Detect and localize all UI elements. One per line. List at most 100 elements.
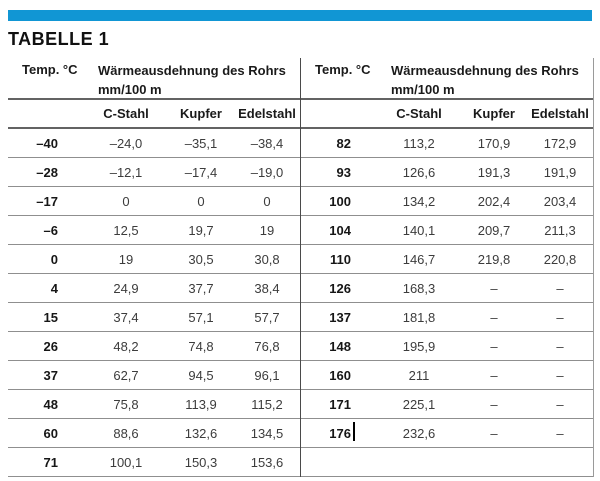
value-cell: 191,3 xyxy=(477,164,511,180)
value-cell: 232,6 xyxy=(402,425,436,441)
value-cell: 168,3 xyxy=(402,280,436,296)
value-cell: 181,8 xyxy=(402,309,436,325)
table-row: 4 24,9 37,7 38,4 xyxy=(8,274,300,303)
value-cell: 38,4 xyxy=(254,280,280,296)
value-cell: 12,5 xyxy=(113,222,139,238)
value-cell: 37,4 xyxy=(113,309,139,325)
value-cell: – xyxy=(556,396,564,412)
temp-cell: 176 xyxy=(329,425,351,441)
value-cell: – xyxy=(490,338,498,354)
value-cell: 134,5 xyxy=(250,425,284,441)
temp-cell: 15 xyxy=(43,309,58,325)
table-row: –40 –24,0 –35,1 –38,4 xyxy=(8,129,300,158)
value-cell: 140,1 xyxy=(402,222,436,238)
table-row: 137 181,8 – – xyxy=(301,303,593,332)
table-row xyxy=(301,448,593,477)
value-cell: 191,9 xyxy=(543,164,577,180)
table-row: 160 211 – – xyxy=(301,361,593,390)
header-row: Temp. °C Wärmeausdehnung des Rohrs mm/10… xyxy=(301,58,593,100)
value-cell: 76,8 xyxy=(254,338,280,354)
temp-cell: 60 xyxy=(43,425,58,441)
value-cell: 0 xyxy=(122,193,130,209)
table-row: 171 225,1 – – xyxy=(301,390,593,419)
value-cell: –19,0 xyxy=(250,164,284,180)
value-cell: – xyxy=(490,396,498,412)
value-cell: 150,3 xyxy=(184,454,218,470)
value-cell: – xyxy=(490,425,498,441)
temp-cell: –17 xyxy=(36,193,58,209)
text-caret[interactable] xyxy=(353,422,355,441)
value-cell: 19 xyxy=(118,251,134,267)
value-cell: 211 xyxy=(408,367,430,383)
table-row: 104 140,1 209,7 211,3 xyxy=(301,216,593,245)
value-cell: 203,4 xyxy=(543,193,577,209)
value-cell: 37,7 xyxy=(188,280,214,296)
temp-cell: 37 xyxy=(43,367,58,383)
table-row: 71 100,1 150,3 153,6 xyxy=(8,448,300,477)
value-cell: 115,2 xyxy=(251,396,283,412)
value-cell: 74,8 xyxy=(188,338,214,354)
material-header-row: C-Stahl Kupfer Edelstahl xyxy=(8,100,300,129)
value-cell: –12,1 xyxy=(109,164,143,180)
value-cell: – xyxy=(556,280,564,296)
value-cell: – xyxy=(490,367,498,383)
temp-column-header: Temp. °C xyxy=(22,62,78,77)
table-row: 60 88,6 132,6 134,5 xyxy=(8,419,300,448)
temp-cell: 160 xyxy=(329,367,351,383)
table-row: –6 12,5 19,7 19 xyxy=(8,216,300,245)
value-cell: 153,6 xyxy=(250,454,284,470)
value-cell: 100,1 xyxy=(109,454,143,470)
header-row: Temp. °C Wärmeausdehnung des Rohrs mm/10… xyxy=(8,58,300,100)
column-header-kupfer: Kupfer xyxy=(180,106,222,121)
temp-cell: –28 xyxy=(36,164,58,180)
temp-cell: 71 xyxy=(43,454,58,470)
value-cell: – xyxy=(556,309,564,325)
value-cell: 132,6 xyxy=(184,425,218,441)
value-cell: 113,2 xyxy=(403,135,435,151)
table-body-left: –40 –24,0 –35,1 –38,4 –28 –12,1 –17,4 –19,0 –17 0… xyxy=(8,129,300,477)
value-cell: 57,7 xyxy=(254,309,280,325)
value-cell: – xyxy=(490,309,498,325)
value-cell: –17,4 xyxy=(184,164,218,180)
value-cell: –35,1 xyxy=(184,135,218,151)
expansion-column-header: Wärmeausdehnung des Rohrs mm/100 m xyxy=(391,58,579,98)
column-header-edelstahl: Edelstahl xyxy=(531,106,589,121)
table-row: 15 37,4 57,1 57,7 xyxy=(8,303,300,332)
value-cell: 88,6 xyxy=(113,425,139,441)
temp-cell: 26 xyxy=(43,338,58,354)
table-row: 82 113,2 170,9 172,9 xyxy=(301,129,593,158)
accent-bar xyxy=(8,10,592,21)
table-row: 176 232,6 – – xyxy=(301,419,593,448)
table-left-half: Temp. °C Wärmeausdehnung des Rohrs mm/10… xyxy=(8,58,300,477)
value-cell: 225,1 xyxy=(402,396,436,412)
value-cell: 202,4 xyxy=(477,193,511,209)
value-cell: – xyxy=(490,280,498,296)
table-body-right: 82 113,2 170,9 172,9 93 126,6 191,3 191,9 100 134… xyxy=(301,129,593,477)
value-cell: 48,2 xyxy=(113,338,139,354)
table-row: –17 0 0 0 xyxy=(8,187,300,216)
temp-cell: 82 xyxy=(336,135,351,151)
temp-cell: 48 xyxy=(43,396,58,412)
expansion-header-line1: Wärmeausdehnung des Rohrs xyxy=(98,63,286,78)
value-cell: 0 xyxy=(263,193,271,209)
expansion-header-line2: mm/100 m xyxy=(391,81,455,97)
value-cell: 113,9 xyxy=(185,396,217,412)
temp-cell: 148 xyxy=(329,338,351,354)
value-cell: 0 xyxy=(197,193,205,209)
value-cell: 211,3 xyxy=(544,222,576,238)
table-row: 126 168,3 – – xyxy=(301,274,593,303)
table-row: 148 195,9 – – xyxy=(301,332,593,361)
expansion-header-line2: mm/100 m xyxy=(98,81,162,97)
table-title: TABELLE 1 xyxy=(8,29,110,49)
table-row: –28 –12,1 –17,4 –19,0 xyxy=(8,158,300,187)
table-row: 48 75,8 113,9 115,2 xyxy=(8,390,300,419)
value-cell: 30,8 xyxy=(254,251,280,267)
value-cell: – xyxy=(556,425,564,441)
temp-cell: 0 xyxy=(50,251,58,267)
temp-cell: 93 xyxy=(336,164,351,180)
value-cell: 146,7 xyxy=(402,251,436,267)
value-cell: – xyxy=(556,338,564,354)
table-row: 110 146,7 219,8 220,8 xyxy=(301,245,593,274)
expansion-header-line1: Wärmeausdehnung des Rohrs xyxy=(391,63,579,78)
temp-cell: 100 xyxy=(329,193,351,209)
